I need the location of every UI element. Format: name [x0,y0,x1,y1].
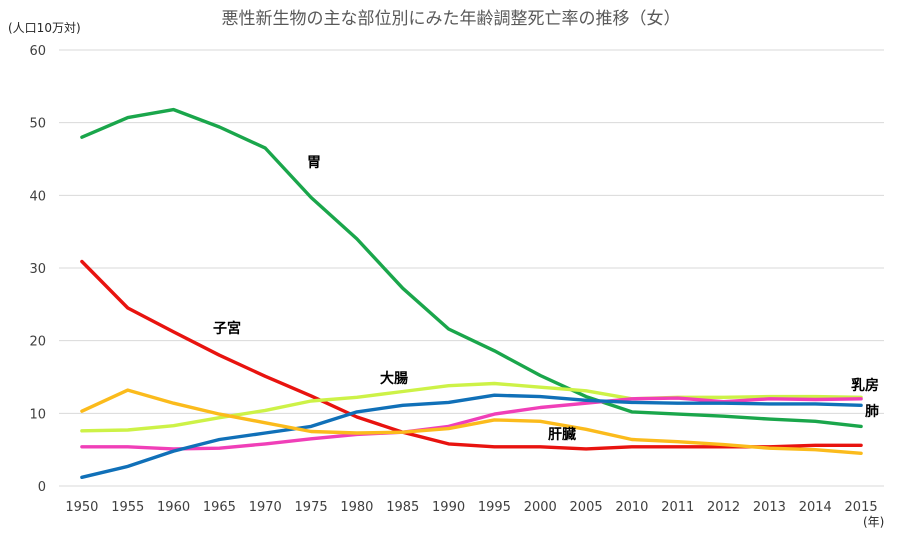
x-tick-label: 1995 [478,500,511,515]
x-tick-label: 1975 [295,500,328,515]
y-tick-label: 20 [29,335,46,350]
x-tick-labels: 1950 1955 1960 1965 1970 1975 1980 1985 1990 1995… [65,500,877,515]
y-tick-label: 10 [29,407,46,422]
x-tick-label: 2011 [661,500,694,515]
series-layer [80,107,863,479]
series-label-5: 肝臓 [548,426,576,443]
y-tick-label: 60 [29,44,46,59]
x-tick-label: 2000 [524,500,557,515]
series-label-1: 子宮 [213,320,241,337]
x-tick-label: 2014 [799,500,832,515]
y-axis-unit-label: (人口10万対) [8,21,81,35]
x-tick-label: 1985 [386,500,419,515]
series-label-4: 肺 [865,404,879,420]
x-tick-label: 2013 [753,500,786,515]
x-axis-unit-label: (年) [863,515,884,529]
x-tick-label: 1965 [203,500,236,515]
x-tick-label: 1970 [249,500,282,515]
series-label-0: 胃 [307,155,321,171]
x-tick-label: 2012 [707,500,740,515]
series-line-0 [80,107,863,429]
series-label-2: 大腸 [380,370,408,387]
y-tick-label: 0 [38,480,46,495]
series-line-3 [80,396,863,451]
chart-title: 悪性新生物の主な部位別にみた年齢調整死亡率の推移（女） [222,9,681,29]
x-tick-label: 2005 [570,500,603,515]
y-tick-label: 40 [29,189,46,204]
series-line-2 [80,381,863,433]
x-tick-label: 1980 [340,500,373,515]
x-tick-label: 1950 [65,500,98,515]
series-label-3: 乳房 [851,377,879,394]
x-tick-label: 2015 [845,500,878,515]
series-line-5 [80,388,863,455]
x-tick-label: 2010 [615,500,648,515]
y-tick-label: 50 [29,117,46,132]
x-tick-label: 1990 [432,500,465,515]
x-tick-label: 1960 [157,500,190,515]
x-tick-label: 1955 [111,500,144,515]
y-tick-labels: 0 10 20 30 40 50 60 [29,44,46,495]
y-tick-label: 30 [29,262,46,277]
series-line-4 [80,393,863,479]
